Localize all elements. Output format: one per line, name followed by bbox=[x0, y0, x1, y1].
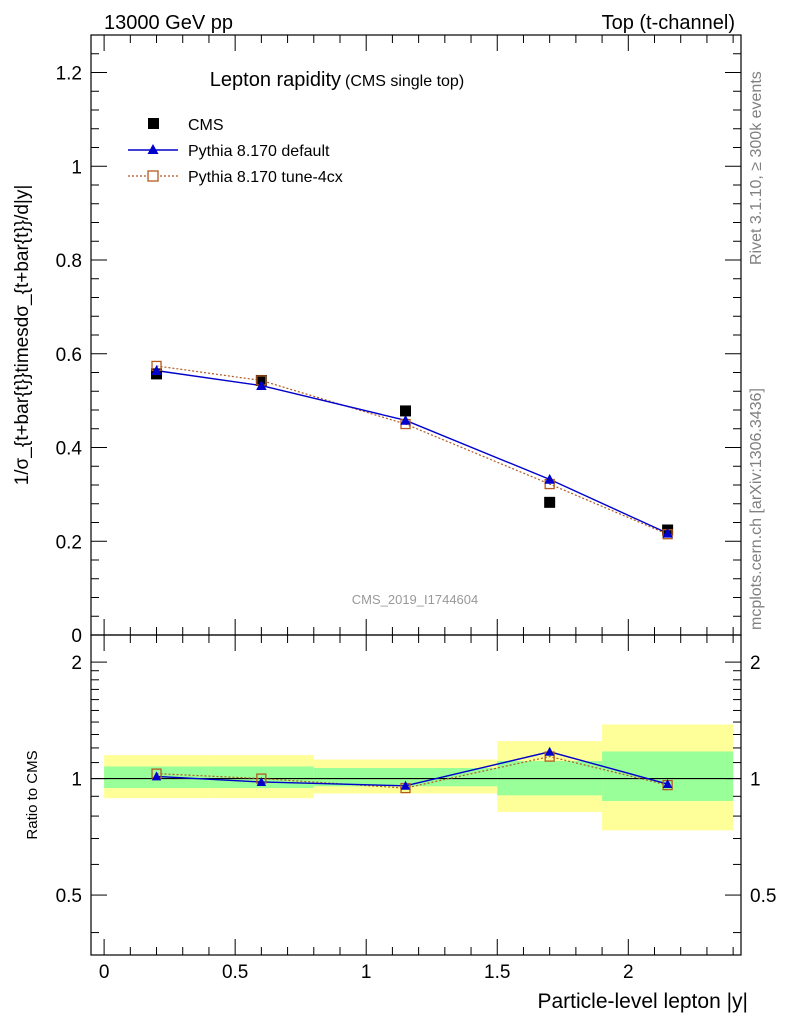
main-panel: 0 0.2 0.4 0.6 0.8 1 1.2 Lepton rapidity (CMS s… bbox=[12, 34, 742, 647]
ratio-frame bbox=[90, 634, 742, 956]
ratio-stat-uncertainty-band bbox=[313, 767, 498, 787]
x-tick-label: 2 bbox=[623, 962, 634, 983]
rivet-label: Rivet 3.1.10, ≥ 300k events bbox=[748, 71, 765, 265]
main-y-axis-label: 1/σ_{t+bar{t}}timesdσ_{t+bar{t}}/d|y| bbox=[12, 185, 33, 486]
legend-label-tune: Pythia 8.170 tune-4cx bbox=[188, 169, 343, 186]
x-tick-label: 1 bbox=[361, 962, 372, 983]
ratio-y-tick-label-right: 0.5 bbox=[750, 886, 776, 907]
ratio-y-tick-label-left: 1 bbox=[71, 770, 82, 791]
legend: CMS Pythia 8.170 default Pythia 8.170 tu… bbox=[128, 117, 343, 186]
x-tick-label: 0.5 bbox=[222, 962, 248, 983]
default-point bbox=[256, 380, 267, 391]
cms-data-point bbox=[544, 496, 556, 508]
ratio-default-point bbox=[151, 771, 162, 781]
mcplots-label: mcplots.cern.ch [arXiv:1306.3436] bbox=[748, 388, 765, 630]
main-y-tick-label: 0.6 bbox=[56, 345, 82, 366]
default-series-line bbox=[156, 369, 668, 534]
main-title: Lepton rapidity bbox=[210, 69, 341, 91]
ratio-default-point bbox=[256, 776, 267, 786]
main-y-tick-label: 0.4 bbox=[56, 439, 83, 460]
main-y-tick-label: 1 bbox=[71, 157, 82, 178]
ratio-panel: 0.5 0.5 1 1 2 2 0 0.5 1 1.5 2 Ratio to CMS Particl… bbox=[24, 634, 776, 1013]
ratio-axis-ticks: 0.5 0.5 1 1 2 2 0 0.5 1 1.5 2 bbox=[56, 635, 776, 983]
main-y-tick-label: 0.8 bbox=[56, 251, 82, 272]
ratio-y-tick-label-right: 1 bbox=[750, 770, 761, 791]
ratio-default-point bbox=[400, 780, 411, 790]
cms-data-point bbox=[400, 405, 412, 417]
x-axis-label: Particle-level lepton |y| bbox=[537, 990, 748, 1013]
main-y-tick-label: 0 bbox=[71, 626, 82, 647]
x-tick-label: 1.5 bbox=[484, 962, 510, 983]
ratio-y-tick-label-left: 2 bbox=[71, 653, 82, 674]
ratio-bands bbox=[104, 724, 734, 831]
main-y-tick-label: 1.2 bbox=[56, 64, 82, 85]
legend-marker-cms bbox=[148, 118, 159, 129]
default-point bbox=[544, 473, 555, 484]
ratio-y-tick-label-right: 2 bbox=[750, 653, 761, 674]
default-point bbox=[400, 414, 411, 425]
ratio-y-tick-label-left: 0.5 bbox=[56, 886, 82, 907]
legend-marker-default bbox=[147, 144, 159, 154]
main-subtitle: (CMS single top) bbox=[345, 73, 464, 90]
legend-label-default: Pythia 8.170 default bbox=[188, 143, 330, 160]
main-y-tick-label: 0.2 bbox=[56, 532, 82, 553]
main-marks bbox=[151, 360, 674, 540]
default-point bbox=[151, 365, 162, 376]
header-left: 13000 GeV pp bbox=[104, 12, 233, 34]
default-point bbox=[662, 527, 673, 538]
ratio-default-point bbox=[544, 746, 555, 756]
legend-marker-tune bbox=[147, 170, 159, 182]
ratio-y-axis-label: Ratio to CMS bbox=[24, 750, 41, 839]
ratio-marks bbox=[91, 746, 741, 794]
main-axis-ticks: 0 0.2 0.4 0.6 0.8 1 1.2 bbox=[56, 34, 741, 647]
tune-series-line bbox=[156, 365, 668, 535]
ratio-stat-uncertainty-band bbox=[602, 751, 734, 802]
header-right: Top (t-channel) bbox=[602, 12, 735, 34]
watermark: CMS_2019_I1744604 bbox=[352, 592, 479, 607]
legend-label-cms: CMS bbox=[188, 117, 224, 134]
x-tick-label: 0 bbox=[99, 962, 110, 983]
ratio-default-point bbox=[662, 779, 673, 789]
